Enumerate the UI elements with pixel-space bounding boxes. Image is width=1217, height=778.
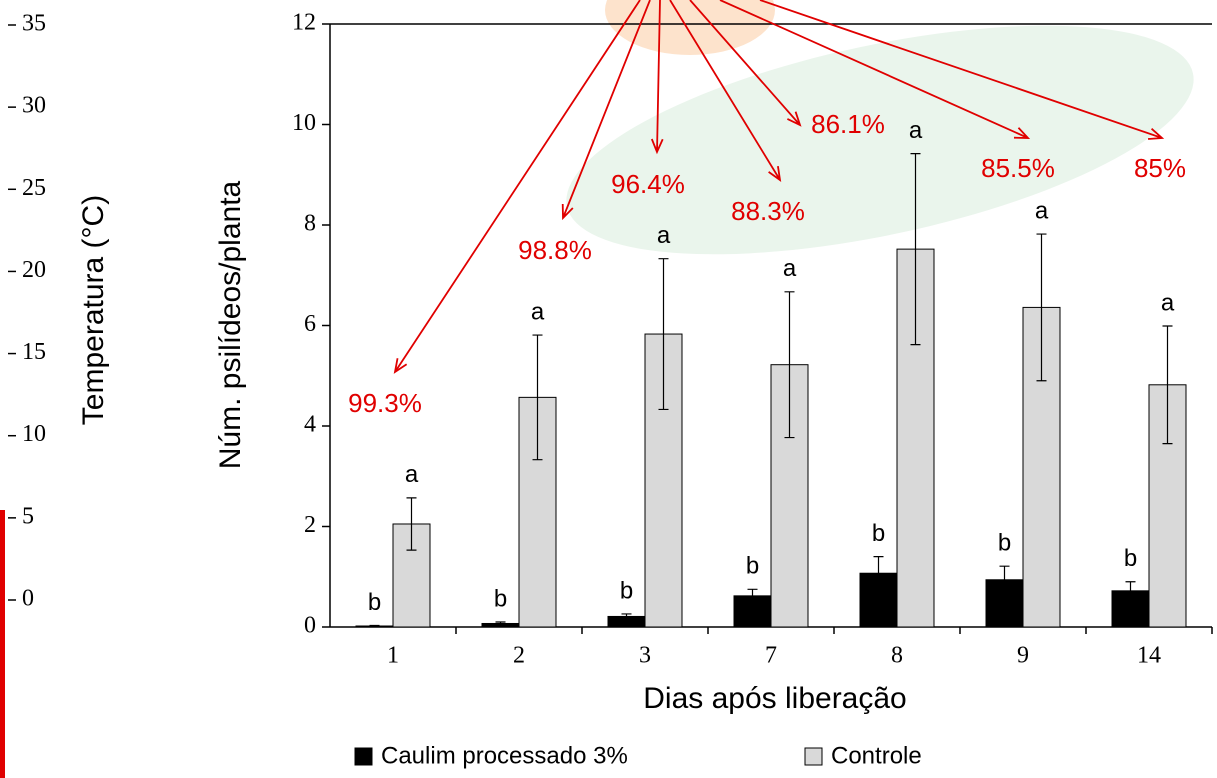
watermark-shape	[605, 0, 775, 55]
y-tick-label: 4	[304, 412, 316, 438]
error-bar	[658, 258, 669, 411]
annotation-arrow	[393, 0, 641, 374]
annotation: 85%	[1134, 153, 1186, 183]
error-bar	[747, 588, 758, 603]
error-bar	[495, 621, 506, 626]
y-tick-label: 10	[292, 110, 316, 136]
annotation: 99.3%	[348, 388, 422, 418]
annotation: 88.3%	[731, 196, 805, 226]
temperature-tick-label: 15	[22, 339, 46, 365]
significance-letter: b	[368, 589, 381, 616]
legend-swatch	[354, 747, 373, 766]
error-bar	[784, 291, 795, 439]
temperature-tick-label: 5	[22, 503, 34, 529]
x-tick-label: 14	[1137, 643, 1161, 669]
significance-letter: b	[1124, 545, 1137, 572]
y-axis-label: Núm. psilídeos/planta	[214, 180, 247, 469]
temperature-tick-label: 10	[22, 421, 46, 447]
significance-letter: a	[531, 298, 545, 325]
error-bar	[406, 497, 417, 551]
significance-letter: a	[1161, 289, 1175, 316]
x-tick-label: 9	[1017, 643, 1029, 669]
temperature-tick-label: 25	[22, 175, 46, 201]
y-tick-label: 12	[292, 10, 316, 36]
temperature-tick-label: 30	[22, 93, 46, 119]
error-bar	[369, 624, 380, 628]
temperature-tick-label: 20	[22, 257, 46, 283]
annotation-arrow	[689, 0, 802, 127]
significance-letter: a	[405, 461, 419, 488]
error-bar	[621, 613, 632, 620]
significance-letter: a	[657, 222, 671, 249]
annotation-arrow	[759, 0, 1165, 140]
y-tick-label: 6	[304, 311, 316, 337]
x-tick-label: 3	[639, 643, 651, 669]
annotation: 98.8%	[518, 235, 592, 265]
significance-letter: b	[998, 530, 1011, 557]
annotation: 85.5%	[981, 153, 1055, 183]
significance-letter: b	[746, 553, 759, 580]
x-tick-label: 1	[387, 643, 399, 669]
temperature-tick-label: 0	[22, 586, 34, 612]
error-bar	[910, 153, 921, 346]
legend-swatch	[804, 747, 823, 766]
error-bar	[532, 334, 543, 461]
legend-label: Caulim processado 3%	[381, 742, 628, 769]
annotation: 96.4%	[611, 169, 685, 199]
y-tick-label: 0	[304, 613, 316, 639]
significance-letter: b	[620, 577, 633, 604]
x-tick-label: 2	[513, 643, 525, 669]
x-tick-label: 8	[891, 643, 903, 669]
annotation-arrow	[719, 0, 1031, 139]
significance-letter: a	[783, 255, 797, 282]
annotation: 86.1%	[811, 109, 885, 139]
error-bar	[1162, 325, 1173, 445]
x-tick-label: 7	[765, 643, 777, 669]
annotation-arrow	[669, 0, 782, 182]
error-bar	[1125, 581, 1136, 601]
significance-letter: a	[909, 117, 923, 144]
error-bar	[999, 565, 1010, 594]
annotation-arrow	[561, 0, 651, 221]
watermark-shape	[566, 25, 1194, 255]
error-bar	[1036, 233, 1047, 382]
significance-letter: a	[1035, 197, 1049, 224]
annotation-arrow	[650, 0, 664, 155]
significance-letter: b	[494, 585, 507, 612]
significance-letter: b	[872, 520, 885, 547]
legend-label: Controle	[831, 742, 922, 769]
x-axis-label: Dias após liberação	[643, 682, 906, 715]
error-bar	[873, 556, 884, 591]
y-tick-label: 2	[304, 512, 316, 538]
y-tick-label: 8	[304, 211, 316, 237]
temperature-tick-label: 35	[22, 11, 46, 37]
temperature-axis-label: Temperatura (°C)	[77, 195, 110, 425]
red-bar	[0, 510, 5, 778]
